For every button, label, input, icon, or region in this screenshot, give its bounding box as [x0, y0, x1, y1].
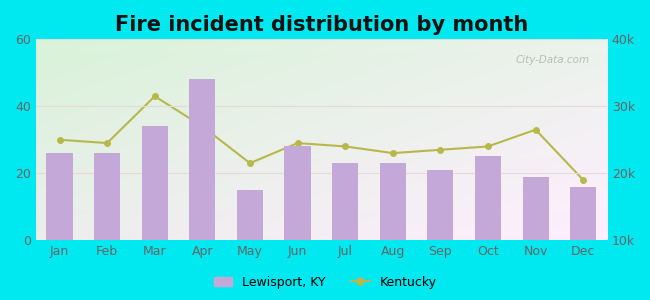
- Bar: [332, 163, 358, 240]
- Bar: [189, 80, 215, 240]
- Bar: [427, 170, 454, 240]
- Bar: [570, 187, 596, 240]
- Bar: [380, 163, 406, 240]
- Bar: [46, 153, 73, 240]
- Title: Fire incident distribution by month: Fire incident distribution by month: [115, 15, 528, 35]
- Bar: [475, 157, 501, 240]
- Bar: [523, 177, 549, 240]
- Bar: [94, 153, 120, 240]
- Bar: [237, 190, 263, 240]
- Bar: [285, 146, 311, 240]
- Bar: [142, 126, 168, 240]
- Legend: Lewisport, KY, Kentucky: Lewisport, KY, Kentucky: [209, 271, 441, 294]
- Text: City-Data.com: City-Data.com: [515, 56, 590, 65]
